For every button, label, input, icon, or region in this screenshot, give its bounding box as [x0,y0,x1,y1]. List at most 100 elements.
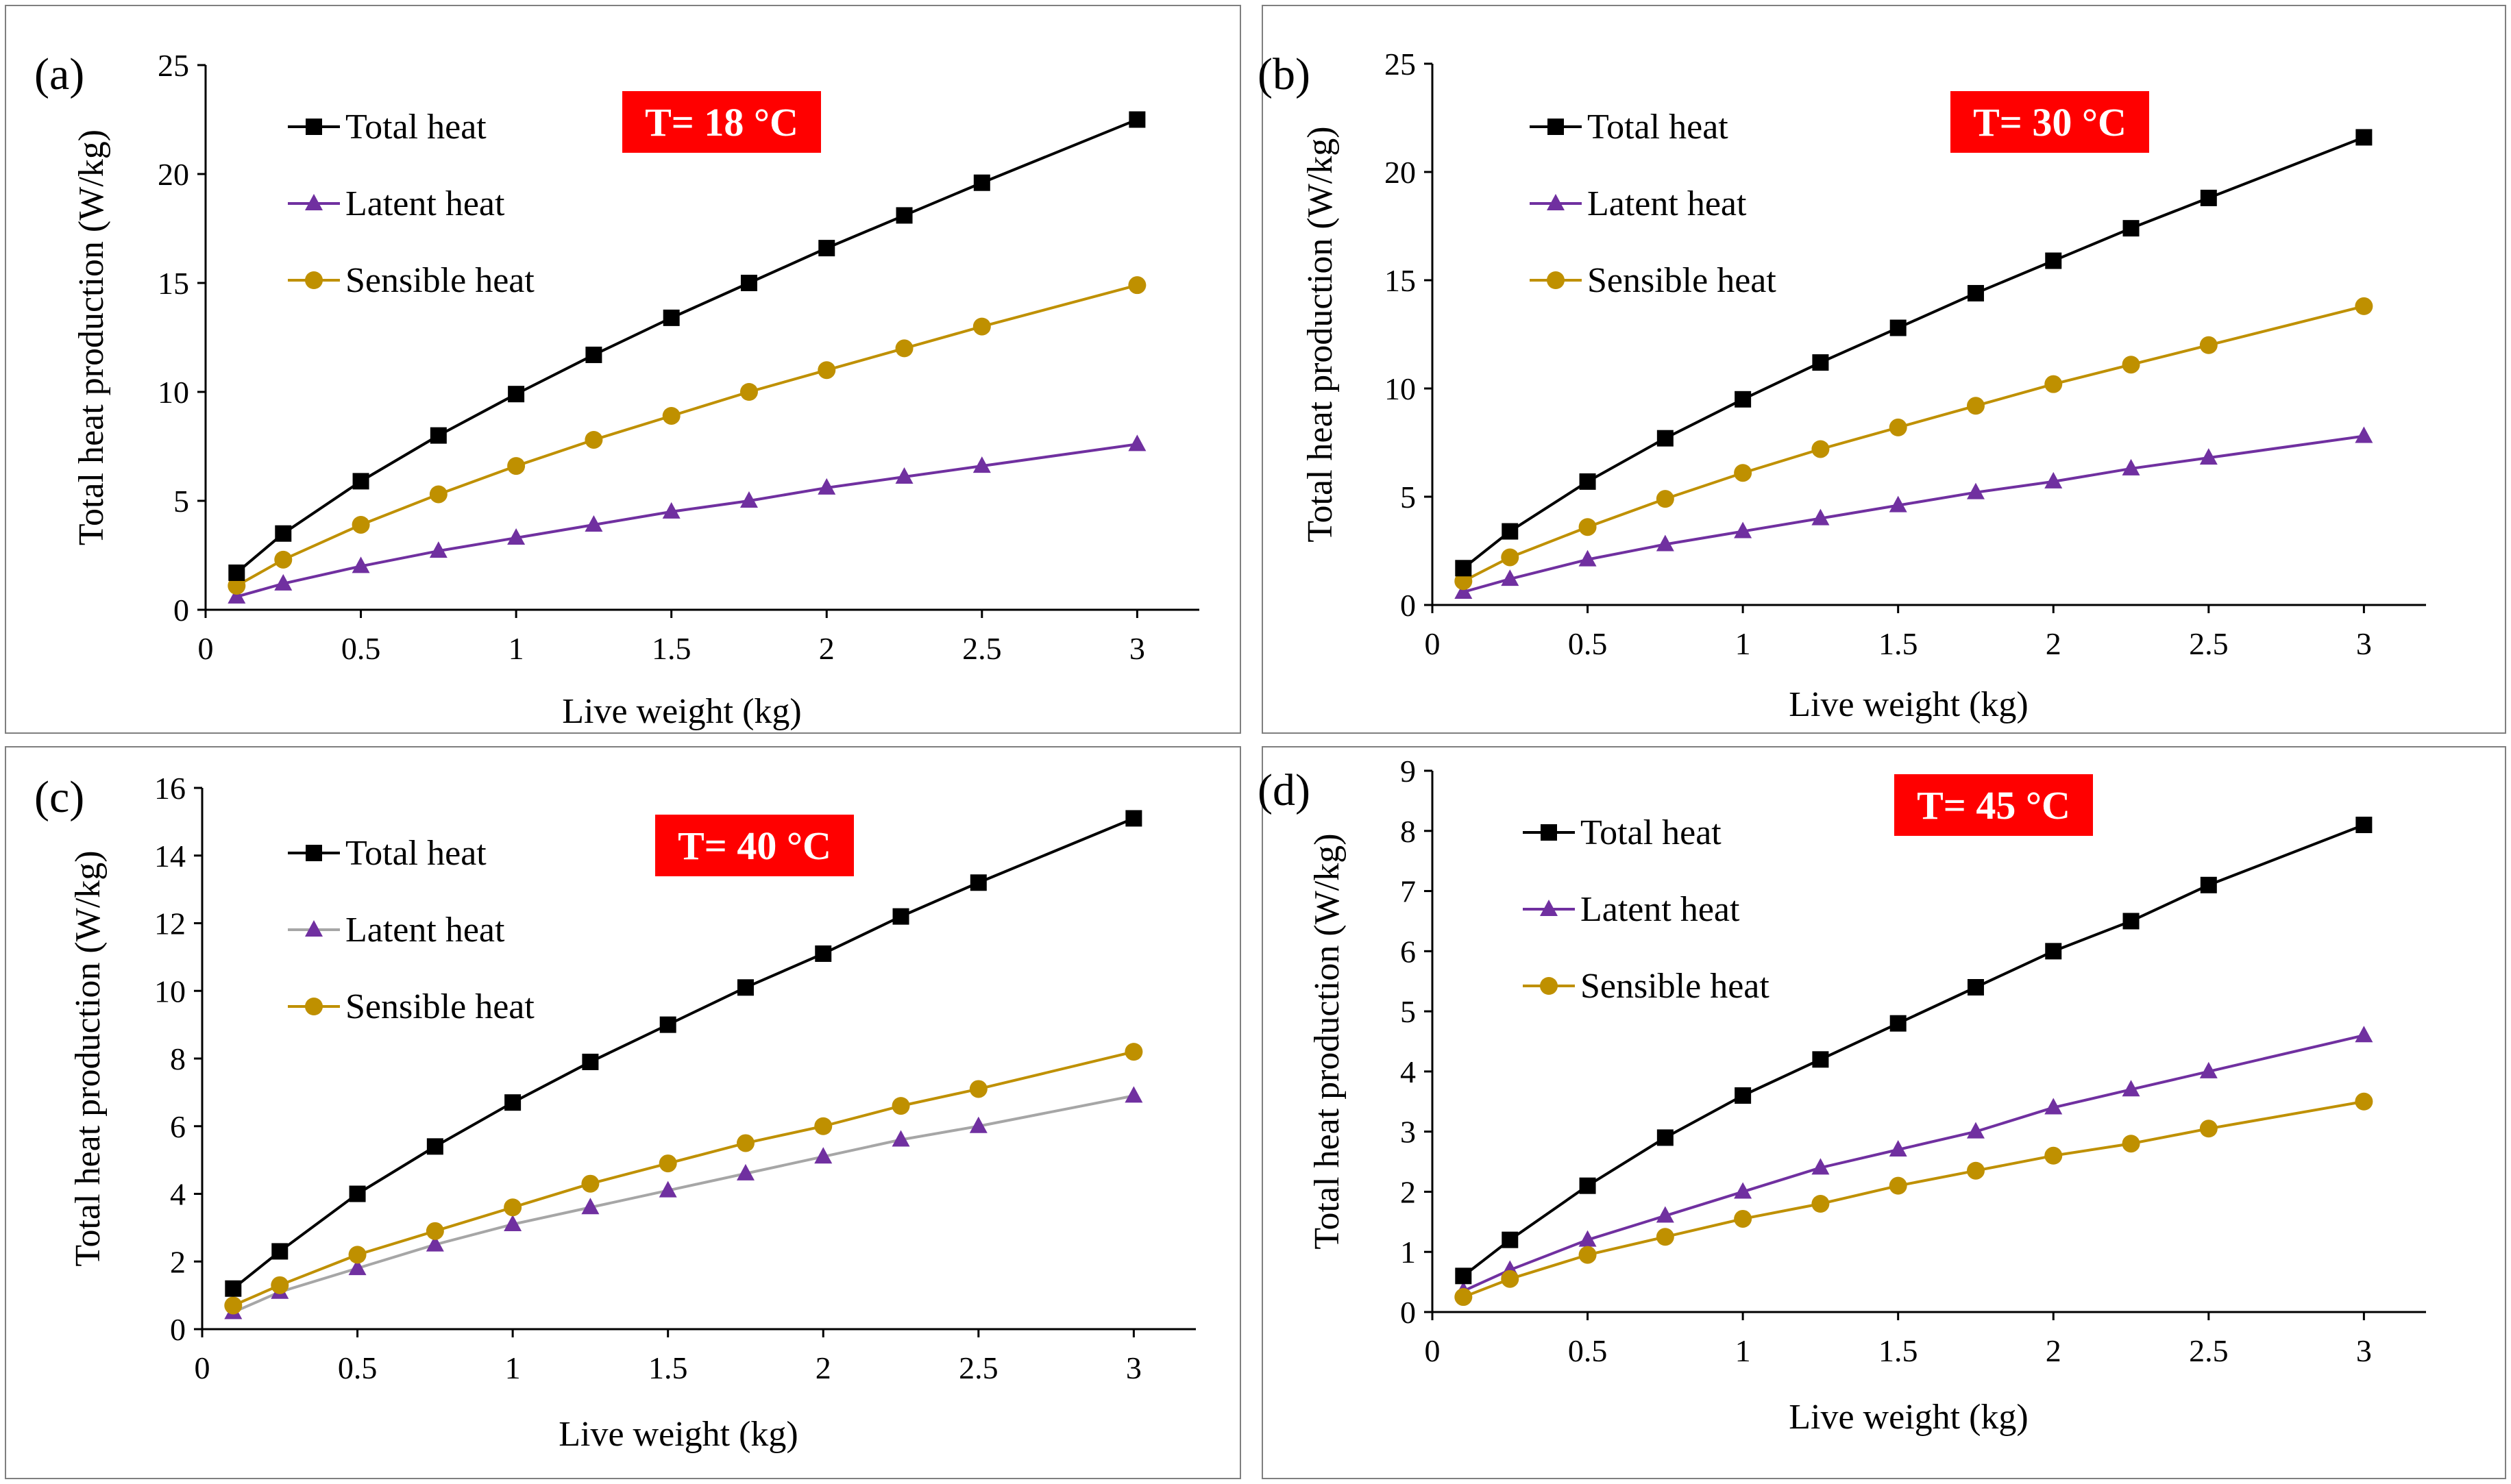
chart-panel-2: (c) 0 2 4 6 8 10 12 14 16 0 0.5 1 1.5 2 2.5 3 Live weight… [5,746,1241,1479]
data-point-circle [507,457,526,475]
data-point-triangle [739,491,758,508]
data-point-triangle [1578,549,1597,567]
data-point-circle [348,1246,367,1264]
series-triangle [228,434,1147,604]
data-point-square [2122,220,2140,237]
series-circle [224,1043,1143,1315]
data-point-triangle [581,1198,600,1215]
data-point-circle [1889,1176,1907,1195]
y-tick-label: 6 [170,1109,186,1144]
legend-entry: Total heat [288,834,487,873]
x-tick-label: 1.5 [1878,1333,1918,1368]
data-point-triangle [1454,582,1473,599]
data-point-triangle [426,1235,444,1252]
data-point-circle [1128,276,1147,295]
legend-entry: Sensible heat [288,987,535,1026]
data-point-triangle [818,478,836,495]
y-tick-label: 8 [170,1041,186,1076]
data-point-triangle [1811,508,1830,525]
data-point-square [352,473,369,490]
data-point-square [430,427,447,444]
data-point-triangle [2044,471,2063,489]
series-triangle [224,1086,1143,1320]
series-line [236,284,1138,587]
data-point-circle [581,1174,600,1193]
data-point-square [892,908,909,925]
legend-label: Sensible heat [345,987,535,1026]
y-tick-label: 10 [154,974,186,1009]
data-point-triangle [969,1116,988,1133]
chart-panel-3: (d) 0 1 2 3 4 5 6 7 8 9 0 0.5 1 1.5 2 2.5 3 Live weight (k… [1258,746,2506,1479]
legend-label: Sensible heat [345,261,535,300]
y-tick-label: 7 [1400,874,1416,909]
x-tick-label: 1 [509,631,524,666]
data-point-circle [1734,1209,1752,1228]
data-point-square [1656,430,1674,447]
legend-entry: Sensible heat [288,261,535,300]
data-point-circle [2044,1146,2063,1165]
y-axis-title: Total heat production (W/kg) [69,850,108,1266]
series-line [232,1094,1134,1314]
data-point-triangle [1966,482,1985,499]
data-point-triangle [274,573,293,591]
data-point-square [2355,817,2373,833]
legend-marker [306,845,322,861]
data-point-circle [659,1154,677,1173]
chart-panel-1: (b) 0 5 10 15 20 25 0 0.5 1 1.5 2 2.5 3 Live weight (k… [1258,5,2506,734]
panel-letter: (b) [1258,49,1310,99]
legend-entry: Sensible heat [1523,967,1769,1006]
data-point-circle [2122,1135,2140,1153]
x-tick-label: 3 [1129,631,1145,666]
data-point-square [1967,979,1984,995]
data-point-square [2200,189,2217,206]
series-circle [1454,297,2373,591]
y-tick-label: 20 [1384,155,1416,190]
data-point-circle [429,485,448,504]
data-point-square [737,979,754,996]
data-point-square [504,1094,522,1111]
data-point-circle [585,430,603,449]
data-point-triangle [1889,495,1907,512]
data-point-triangle [507,528,526,545]
series-line [1462,1100,2364,1298]
data-point-triangle [1656,534,1674,552]
series-line [232,817,1135,1290]
y-tick-label: 12 [154,906,186,941]
data-point-circle [426,1222,444,1240]
panel-letter: (d) [1258,765,1310,815]
series-line [232,1050,1134,1307]
data-point-triangle [1501,569,1519,586]
data-point-square [508,386,525,403]
series-square [228,111,1146,581]
data-point-square [818,240,835,257]
y-tick-label: 20 [158,157,189,192]
series-line [236,118,1138,574]
y-tick-label: 10 [1384,371,1416,406]
data-point-triangle [2044,1098,2063,1115]
legend-label: Total heat [345,834,487,873]
data-point-triangle [1734,1182,1752,1199]
series-line [1462,1034,2364,1293]
temperature-badge-bg [622,91,821,153]
data-point-triangle [662,502,681,519]
x-tick-label: 2.5 [2189,626,2229,661]
legend-label: Total heat [345,108,487,147]
data-point-triangle [585,515,603,532]
data-point-circle [1578,1246,1597,1264]
data-point-circle [352,515,370,534]
data-point-circle [969,1080,988,1098]
panel-letter: (a) [34,49,84,99]
data-point-triangle [814,1147,833,1164]
x-tick-label: 2 [816,1350,831,1385]
data-point-circle [1734,464,1752,482]
legend-entry: Sensible heat [1530,261,1776,300]
data-point-circle [2355,1092,2373,1111]
series-line [1462,434,2364,593]
data-point-circle [818,361,836,380]
legend-label: Total heat [1587,108,1728,147]
x-tick-label: 1 [1735,626,1751,661]
series-line [236,443,1138,598]
data-point-square [585,346,602,363]
x-tick-label: 1 [1735,1333,1751,1368]
data-point-square [1812,354,1829,371]
